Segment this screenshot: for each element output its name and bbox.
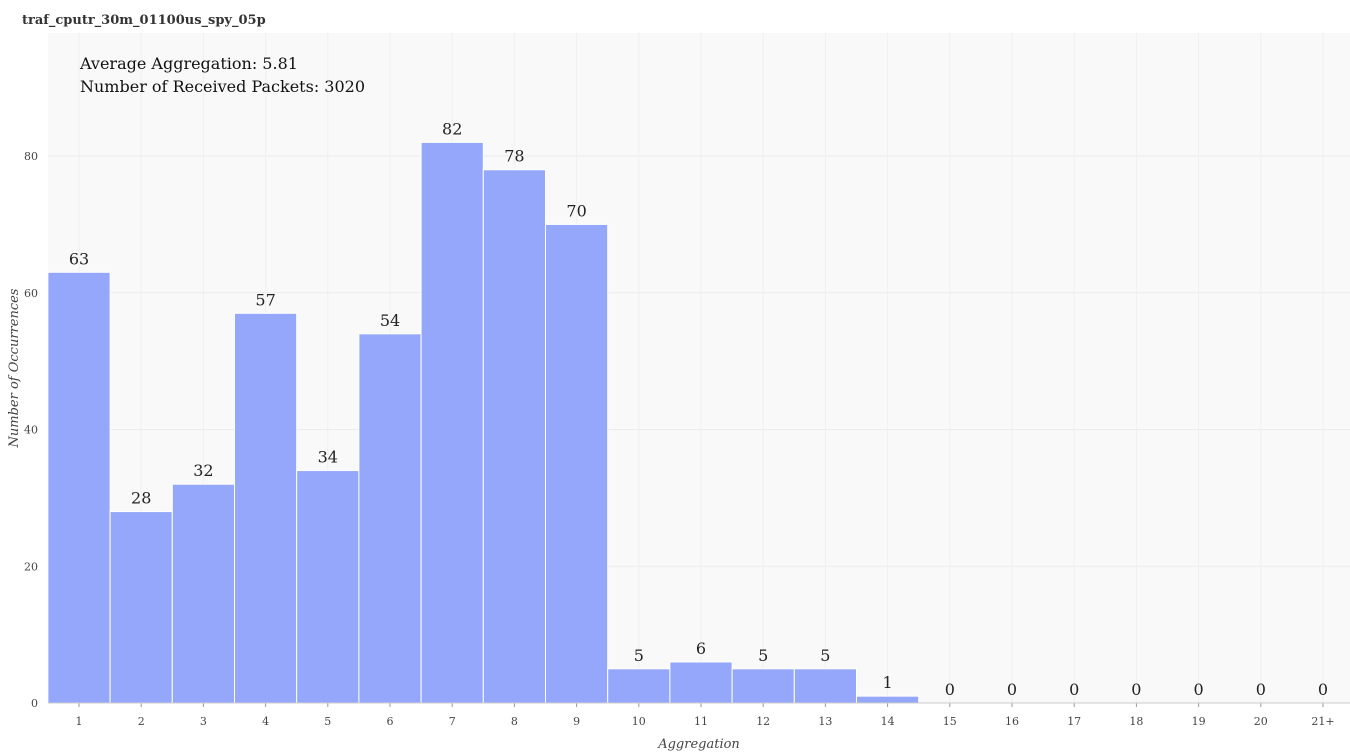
bar-value-label: 28	[131, 489, 151, 508]
x-tick-label: 1	[76, 715, 83, 728]
bar-value-label: 5	[758, 646, 768, 665]
x-tick-label: 10	[632, 715, 646, 728]
x-tick-label: 5	[324, 715, 331, 728]
y-axis-ticks: 0 20 40 60 80	[24, 150, 38, 710]
y-tick-label: 60	[24, 287, 38, 300]
x-tick-label: 19	[1192, 715, 1206, 728]
bar-value-label: 0	[945, 680, 955, 699]
bar-value-label: 5	[634, 646, 644, 665]
bar	[856, 695, 920, 704]
bar	[669, 661, 733, 704]
chart-title: traf_cputr_30m_01100us_spy_05p	[22, 13, 266, 28]
bar	[109, 511, 173, 704]
bar	[545, 223, 609, 704]
bar	[171, 483, 236, 704]
x-tick-label: 4	[262, 715, 269, 728]
bar-value-label: 63	[69, 249, 89, 268]
bar-value-label: 54	[380, 311, 400, 330]
y-axis-label: Number of Occurrences	[7, 288, 22, 448]
x-tick-label: 13	[818, 715, 832, 728]
data-labels: 63 28 32 57 34 54 82 78 70 5 6 5 5 1 0 0 0 0 0 0 0	[69, 119, 1328, 699]
bar-value-label: 57	[255, 290, 275, 309]
x-tick-label: 16	[1005, 715, 1019, 728]
y-tick-label: 80	[24, 150, 38, 163]
bar-value-label: 0	[1007, 680, 1017, 699]
bar-value-label: 34	[318, 448, 338, 467]
x-tick-label: 17	[1067, 715, 1081, 728]
bar	[234, 312, 298, 704]
bar-value-label: 82	[442, 119, 462, 138]
bar-value-label: 1	[883, 673, 893, 692]
x-tick-label: 21+	[1311, 715, 1334, 728]
x-tick-label: 7	[449, 715, 456, 728]
bar	[482, 169, 546, 704]
bar	[296, 470, 360, 704]
x-axis-ticks: 1 2 3 4 5 6 7 8 9 10 11 12 13 14 15 16 17 18 19 20 21+	[76, 703, 1335, 728]
bar-value-label: 0	[1131, 680, 1141, 699]
bar	[793, 668, 857, 704]
bar-value-label: 0	[1069, 680, 1079, 699]
x-tick-label: 9	[573, 715, 580, 728]
y-tick-label: 20	[24, 560, 38, 573]
y-tick-label: 40	[24, 424, 38, 437]
x-tick-label: 14	[881, 715, 895, 728]
x-tick-label: 20	[1254, 715, 1268, 728]
x-axis-label: Aggregation	[657, 737, 740, 752]
bar-value-label: 0	[1256, 680, 1266, 699]
bar-value-label: 5	[820, 646, 830, 665]
bar-value-label: 78	[504, 147, 524, 166]
x-tick-label: 8	[511, 715, 518, 728]
x-tick-label: 2	[138, 715, 145, 728]
bar	[420, 141, 484, 704]
bar-value-label: 0	[1194, 680, 1204, 699]
x-tick-label: 6	[387, 715, 394, 728]
x-tick-label: 3	[200, 715, 207, 728]
x-tick-label: 11	[694, 715, 708, 728]
bar	[607, 668, 671, 704]
bar-value-label: 70	[566, 201, 586, 220]
bar	[358, 333, 422, 704]
received-packets-annotation: Number of Received Packets: 3020	[80, 77, 365, 96]
y-tick-label: 0	[31, 697, 38, 710]
x-tick-label: 18	[1129, 715, 1143, 728]
bar-value-label: 6	[696, 639, 706, 658]
x-tick-label: 15	[943, 715, 957, 728]
x-tick-label: 12	[756, 715, 770, 728]
bar	[731, 668, 795, 704]
bar	[47, 271, 111, 704]
bar-value-label: 32	[193, 461, 213, 480]
bars	[47, 141, 920, 704]
average-aggregation-annotation: Average Aggregation: 5.81	[79, 54, 298, 73]
bar-value-label: 0	[1318, 680, 1328, 699]
